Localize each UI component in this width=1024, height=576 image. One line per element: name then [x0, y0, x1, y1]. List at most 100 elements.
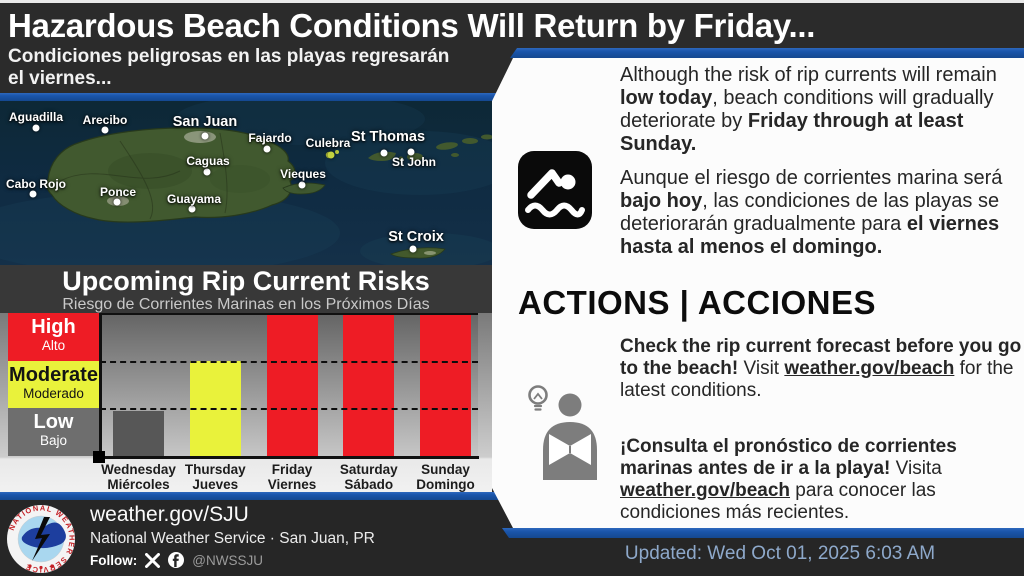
day-label-sunday: Sunday Domingo	[401, 462, 491, 492]
day-label-wednesday: Wednesday Miércoles	[94, 462, 184, 492]
follow-label: Follow:	[90, 552, 138, 568]
nws-logo: NATIONAL WEATHER SERVICE	[7, 504, 75, 574]
facebook-icon[interactable]	[168, 552, 185, 568]
updated-timestamp: Updated: Wed Oct 01, 2025 6:03 AM	[624, 543, 936, 564]
bar-thursday	[189, 360, 241, 456]
puerto-rico-map: Aguadilla Arecibo San Juan Fajardo Culebra St…	[0, 101, 492, 265]
actions-heading: ACTIONS | ACCIONES	[518, 284, 877, 321]
map-city-dot	[188, 205, 196, 213]
lightbulb-reader-icon	[524, 382, 600, 484]
legend-label-es: Bajo	[39, 433, 68, 449]
map-city-dot	[409, 245, 417, 253]
text-segment: Friday through at least Sunday.	[620, 110, 964, 155]
map-place-label: Cabo Rojo	[6, 177, 66, 191]
text-segment: para conocer las condiciones más recient…	[620, 480, 936, 523]
rip-current-chart-section: Upcoming Rip Current Risks Riesgo de Cor…	[0, 265, 492, 492]
text-segment: , beach conditions will gradually deteri…	[620, 87, 994, 132]
map-place-label: Ponce	[99, 185, 137, 199]
bar-wednesday	[113, 410, 164, 456]
map-city-dot	[203, 168, 211, 176]
chart-body: High Alto Moderate Moderado Low Bajo Wednesda…	[0, 313, 492, 492]
chart-origin-marker	[93, 451, 105, 463]
legend-label-es: Alto	[41, 338, 66, 353]
chart-title: Upcoming Rip Current Risks	[62, 266, 430, 296]
swimmer-icon	[518, 151, 592, 229]
dashed-gridline	[100, 408, 478, 411]
map-place-label: St Croix	[388, 229, 444, 245]
map-place-label: Caguas	[186, 154, 230, 168]
map-city-dot	[101, 126, 109, 134]
text-segment: Check the rip current forecast before yo…	[620, 336, 1022, 379]
page-subtitle: Condiciones peligrosas en las playas reg…	[8, 46, 449, 90]
page-title: Hazardous Beach Conditions Will Return b…	[8, 7, 816, 44]
day-label-en: Thursday	[184, 462, 246, 477]
footer-url[interactable]: weather.gov/SJU	[90, 503, 249, 526]
map-label-layer: Aguadilla Arecibo San Juan Fajardo Culebra St…	[0, 101, 492, 265]
legend-high: High Alto	[8, 313, 99, 361]
day-label-en: Saturday	[339, 462, 398, 477]
footer-org-line: National Weather Service · San Juan, PR	[90, 530, 375, 547]
map-place-label: Vieques	[280, 167, 326, 181]
weather-gov-beach-link[interactable]: weather.gov/beach	[620, 480, 791, 501]
legend-label-en: Low	[33, 411, 74, 434]
social-handle[interactable]: @NWSSJU	[192, 552, 263, 568]
panel-bottom-blue-bar	[502, 528, 1024, 538]
footer: NATIONAL WEATHER SERVICE weather.gov/SJU…	[0, 500, 1024, 576]
day-label-en: Friday	[271, 462, 313, 477]
map-place-label: Aguadilla	[8, 110, 64, 124]
map-city-dot	[407, 148, 415, 156]
weather-gov-beach-link[interactable]: weather.gov/beach	[784, 358, 955, 379]
text-segment: Although the risk of rip currents will r…	[620, 64, 997, 86]
day-label-thursday: Thursday Jueves	[170, 462, 260, 492]
day-label-es: Domingo	[416, 477, 475, 492]
map-city-dot	[327, 151, 335, 159]
day-label-es: Sábado	[344, 477, 394, 492]
day-label-es: Viernes	[267, 477, 317, 492]
bar-saturday	[343, 313, 395, 456]
legend-label-en: High	[31, 316, 76, 338]
top-edge-strip	[0, 0, 1024, 3]
legend-moderate: Moderate Moderado	[8, 360, 99, 409]
map-place-label: Fajardo	[248, 131, 292, 145]
action-spanish-paragraph: ¡Consulta el pronóstico de corrientes ma…	[620, 436, 1024, 524]
day-label-friday: Friday Viernes	[247, 462, 337, 492]
x-social-icon[interactable]	[145, 552, 161, 568]
map-city-dot	[380, 149, 388, 157]
map-place-label: Culebra	[305, 136, 351, 150]
legend-label-en: Moderate	[9, 363, 98, 386]
map-city-dot	[201, 132, 209, 140]
chart-x-axis	[99, 456, 479, 459]
action-english-paragraph: Check the rip current forecast before yo…	[620, 336, 1022, 402]
chart-plot	[100, 313, 478, 456]
legend-low: Low Bajo	[8, 408, 99, 456]
chart-legend: High Alto Moderate Moderado Low Bajo	[8, 313, 99, 456]
footer-follow-row: Follow: @NWSSJU	[90, 552, 263, 568]
chart-subtitle: Riesgo de Corrientes Marinas en los Próx…	[62, 296, 430, 313]
text-segment: for the latest conditions.	[620, 358, 1014, 401]
dashed-gridline	[100, 360, 478, 363]
map-place-label: St Thomas	[350, 129, 426, 145]
map-city-dot	[29, 190, 37, 198]
text-segment: low today	[620, 87, 713, 109]
text-segment: el viernes hasta al menos el domingo.	[620, 213, 1000, 258]
day-label-es: Jueves	[192, 477, 239, 492]
day-label-en: Sunday	[421, 462, 470, 477]
chart-y-axis	[99, 313, 102, 458]
map-place-label: St John	[392, 155, 436, 169]
legend-label-es: Moderado	[23, 385, 84, 401]
text-segment: Visit	[738, 358, 785, 379]
text-segment: Aunque el riesgo de corrientes marina se…	[620, 167, 1003, 189]
subtitle-line2: el viernes...	[8, 68, 112, 89]
text-segment: Visita	[890, 458, 942, 479]
map-place-label: San Juan	[172, 114, 238, 130]
info-panel: Although the risk of rip currents will r…	[492, 58, 1024, 528]
map-place-label: Guayama	[166, 192, 222, 206]
panel-top-blue-bar	[510, 48, 1024, 58]
map-basemap	[0, 101, 492, 265]
text-segment: bajo hoy	[620, 190, 703, 212]
bar-sunday	[420, 313, 471, 456]
day-label-saturday: Saturday Sábado	[324, 462, 414, 492]
text-segment: ¡Consulta el pronóstico de corrientes ma…	[620, 436, 957, 479]
day-label-es: Miércoles	[107, 477, 170, 492]
